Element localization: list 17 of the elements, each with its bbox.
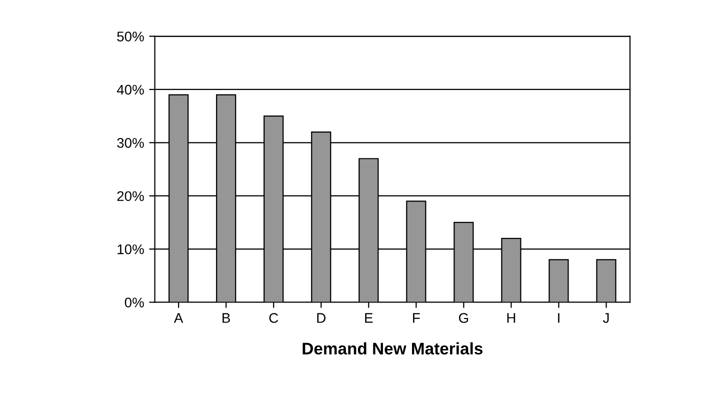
x-tick-label: A: [174, 313, 184, 323]
x-tick-label: C: [269, 313, 278, 323]
y-tick-label: 40%: [116, 84, 144, 95]
y-tick-label: 50%: [117, 32, 144, 42]
x-tick-label: G: [458, 313, 468, 323]
x-tick-label: F: [413, 313, 420, 323]
x-tick-label: J: [602, 313, 609, 323]
x-tick-label: I: [558, 313, 560, 323]
x-axis-title: Demand New Materials: [302, 342, 482, 355]
x-tick-label: H: [507, 313, 516, 323]
y-tick-label: 0%: [124, 298, 144, 308]
y-tick-label: 30%: [117, 138, 144, 148]
x-tick-label: D: [317, 313, 326, 323]
x-tick-label: B: [222, 313, 230, 323]
y-tick-label: 10%: [118, 244, 144, 254]
y-tick-label: 20%: [117, 191, 144, 202]
x-tick-label: E: [365, 313, 373, 323]
